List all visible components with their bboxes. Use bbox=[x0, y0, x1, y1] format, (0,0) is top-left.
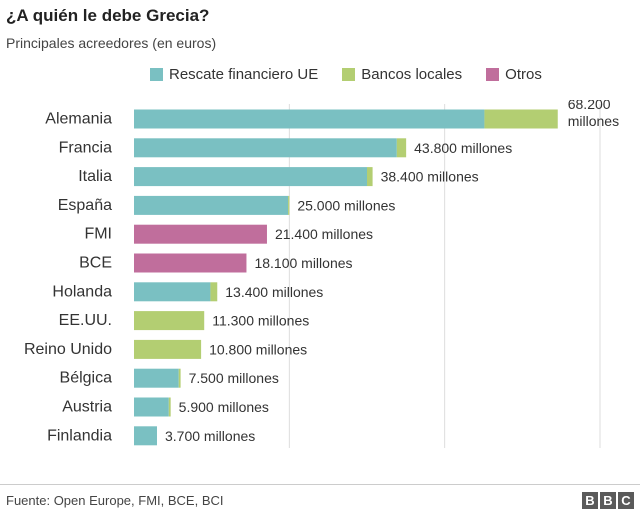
category-label: FMI bbox=[84, 226, 112, 243]
value-label: 21.400 millones bbox=[275, 226, 373, 242]
bbc-logo-letter: B bbox=[582, 492, 598, 509]
legend-label-rescate: Rescate financiero UE bbox=[169, 66, 319, 83]
value-label: 38.400 millones bbox=[381, 169, 479, 185]
legend-label-otros: Otros bbox=[505, 66, 542, 83]
legend-swatch-otros bbox=[486, 68, 500, 81]
bbc-logo: B B C bbox=[580, 492, 634, 509]
value-label: 43.800 millones bbox=[414, 140, 512, 156]
chart-subtitle: Principales acreedores (en euros) bbox=[6, 35, 217, 51]
bar-segment bbox=[210, 282, 218, 302]
bar-segment bbox=[134, 426, 157, 446]
category-label: BCE bbox=[79, 255, 112, 272]
bar-segment bbox=[367, 167, 373, 187]
bar-segment bbox=[134, 195, 289, 215]
legend-item-rescate: Rescate financiero UE bbox=[150, 66, 318, 83]
bar-segment bbox=[134, 368, 179, 388]
bbc-logo-letter: C bbox=[618, 492, 634, 509]
value-label: 13.400 millones bbox=[225, 284, 323, 300]
category-label: Bélgica bbox=[60, 370, 113, 387]
bbc-logo-letter: B bbox=[600, 492, 616, 509]
category-label: Alemania bbox=[45, 111, 112, 128]
bar-segment bbox=[134, 167, 367, 187]
bar-segment bbox=[396, 138, 407, 158]
value-label: 11.300 millones bbox=[212, 313, 309, 329]
value-label: 25.000 millones bbox=[297, 197, 395, 213]
value-label: 18.100 millones bbox=[254, 255, 352, 271]
bar-segment bbox=[134, 224, 267, 244]
footer-divider bbox=[0, 484, 640, 485]
chart-legend: Rescate financiero UE Bancos locales Otr… bbox=[150, 66, 542, 83]
bar-segment bbox=[168, 397, 171, 417]
category-label: Austria bbox=[62, 399, 112, 416]
bar-segment bbox=[134, 339, 202, 359]
category-label: EE.UU. bbox=[59, 312, 112, 329]
bar-segment bbox=[134, 109, 485, 129]
legend-item-otros: Otros bbox=[486, 66, 542, 83]
bar-segment bbox=[134, 282, 211, 302]
bar-segment bbox=[134, 253, 247, 273]
legend-swatch-bancos bbox=[342, 68, 356, 81]
category-label: España bbox=[58, 197, 112, 214]
bar-segment bbox=[288, 195, 290, 215]
category-label: Francia bbox=[59, 139, 112, 156]
value-label: 5.900 millones bbox=[179, 399, 269, 415]
source-note: Fuente: Open Europe, FMI, BCE, BCI bbox=[6, 493, 224, 508]
legend-label-bancos: Bancos locales bbox=[361, 66, 463, 83]
legend-swatch-rescate bbox=[150, 68, 163, 81]
bar-segment bbox=[134, 138, 397, 158]
value-label: 3.700 millones bbox=[165, 428, 255, 444]
legend-item-bancos: Bancos locales bbox=[342, 66, 462, 83]
value-label: 10.800 millones bbox=[209, 341, 307, 357]
category-label: Finlandia bbox=[47, 427, 112, 444]
bar-segment bbox=[134, 311, 205, 331]
bar-segment bbox=[178, 368, 181, 388]
category-label: Reino Unido bbox=[24, 341, 112, 358]
bar-segment bbox=[484, 109, 558, 129]
bar-segment bbox=[134, 397, 169, 417]
value-label: 7.500 millones bbox=[189, 370, 279, 386]
value-label: 68.200 millones bbox=[568, 100, 619, 129]
category-label: Holanda bbox=[52, 283, 112, 300]
category-label: Italia bbox=[78, 168, 112, 185]
bar-chart: Alemania 68.200 millones Francia 43.800 mill… bbox=[24, 100, 619, 448]
chart-title: ¿A quién le debe Grecia? bbox=[6, 6, 210, 25]
